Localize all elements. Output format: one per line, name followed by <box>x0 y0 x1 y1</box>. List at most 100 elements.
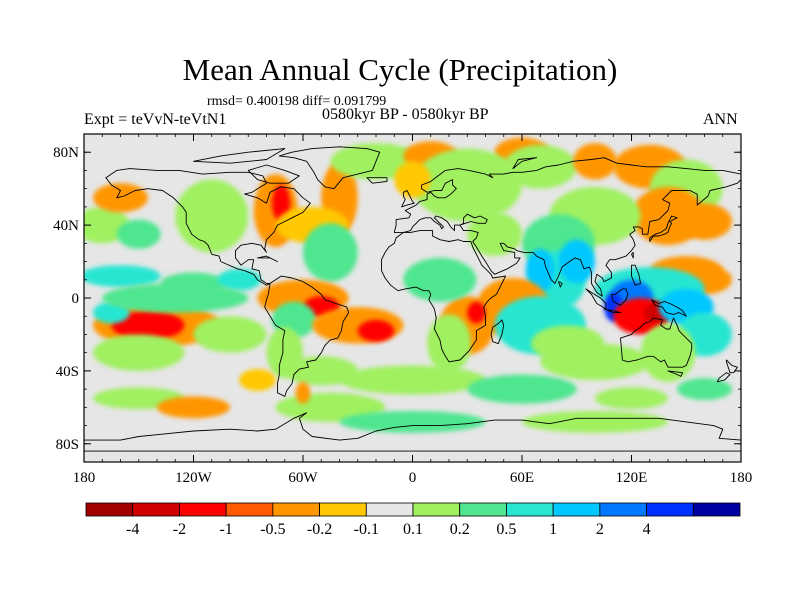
anomaly-patch <box>677 203 732 240</box>
anomaly-patch <box>271 185 291 222</box>
x-tick-label: 60E <box>510 470 534 486</box>
x-axis: 180 120W 60W 0 60E 120E 180 <box>73 134 753 486</box>
anomaly-patch <box>522 410 668 433</box>
coastline <box>603 308 621 314</box>
colorbar-label: -2 <box>173 521 186 538</box>
anomaly-patch <box>595 387 668 410</box>
colorbar-label: 4 <box>643 521 651 538</box>
colorbar-swatch <box>692 502 741 517</box>
anomaly-patch <box>525 248 555 293</box>
coastline <box>725 359 738 374</box>
anomaly-patch <box>467 301 486 324</box>
coastline <box>264 275 350 397</box>
colorbar-swatch <box>506 502 554 517</box>
colorbar-label: -0.5 <box>260 521 285 538</box>
coastline <box>84 412 741 452</box>
anomaly-patch <box>102 283 249 313</box>
anomaly-patch <box>540 343 650 380</box>
anomaly-field <box>84 137 732 433</box>
anomaly-patch <box>640 323 696 382</box>
coastline <box>256 255 278 263</box>
anomaly-patch <box>93 183 148 213</box>
anomaly-patch <box>573 143 617 180</box>
colorbar-swatch <box>132 502 180 517</box>
coastline <box>667 370 684 377</box>
x-tick-label: 120E <box>616 470 648 486</box>
colorbar-swatch <box>319 502 367 517</box>
y-tick-label: 80N <box>53 145 79 161</box>
coastline <box>105 168 311 286</box>
anomaly-patch <box>558 239 595 284</box>
coastline <box>278 146 381 190</box>
period-label: 0580kyr BP - 0580kyr BP <box>322 106 489 123</box>
colorbar-swatch <box>599 502 647 517</box>
anomaly-patch <box>503 144 577 189</box>
anomaly-patch <box>394 161 431 198</box>
anomaly-patch <box>357 319 395 342</box>
anomaly-patch <box>239 369 276 391</box>
anomaly-patch <box>93 334 185 371</box>
y-axis: 80N 40N 0 40S 80S <box>53 133 741 463</box>
colorbar-swatch <box>225 502 274 517</box>
anomaly-patch <box>677 378 732 401</box>
anomaly-patch <box>295 381 311 404</box>
colorbar-label: 0.1 <box>403 521 423 538</box>
coastline <box>247 164 300 184</box>
plot-title: Mean Annual Cycle (Precipitation) <box>182 52 618 87</box>
coastline <box>558 281 563 288</box>
y-tick-label: 80S <box>56 437 79 453</box>
coastline <box>366 177 388 184</box>
colorbar-swatch <box>459 502 507 517</box>
colorbar-label: 0.5 <box>496 521 516 538</box>
anomaly-patch <box>403 257 477 302</box>
anomaly-patch <box>412 148 522 222</box>
colorbar-swatch <box>179 502 227 517</box>
colorbar-label: 0.2 <box>450 521 470 538</box>
colorbar-label: -1 <box>219 521 232 538</box>
coastline <box>393 157 741 297</box>
y-tick-label: 40N <box>53 218 79 234</box>
colorbar-label: 1 <box>549 521 557 538</box>
x-tick-label: 180 <box>730 470 753 486</box>
colorbar-swatch <box>272 502 320 517</box>
anomaly-patch <box>157 396 230 419</box>
coastline <box>193 148 286 164</box>
coastline <box>649 215 678 242</box>
anomaly-patch <box>217 268 262 291</box>
x-tick-label: 0 <box>409 470 417 486</box>
coastline <box>381 230 507 363</box>
anomaly-patch <box>84 265 161 288</box>
colorbar-swatch <box>365 502 414 517</box>
colorbar-label: -0.2 <box>307 521 332 538</box>
x-tick-label: 120W <box>175 470 213 486</box>
anomaly-patch <box>339 365 486 395</box>
colorbar-label: -0.1 <box>354 521 379 538</box>
x-tick-label: 180 <box>73 470 96 486</box>
y-tick-label: 40S <box>56 364 79 380</box>
anomaly-patch <box>116 219 161 249</box>
stats-line: rmsd= 0.400198 diff= 0.091799 <box>207 94 387 109</box>
coastline <box>631 251 634 259</box>
coastlines <box>84 146 741 452</box>
colorbar-swatch <box>412 502 461 517</box>
colorbar-swatch <box>85 502 134 517</box>
season-label: ANN <box>703 111 738 128</box>
anomaly-patch <box>467 374 577 404</box>
coastline <box>512 157 538 170</box>
anomaly-patch <box>175 179 249 253</box>
colorbar-swatch <box>646 502 694 517</box>
coastline <box>651 299 687 317</box>
coastline <box>610 288 629 306</box>
coastline <box>490 319 505 345</box>
colorbar-label: 2 <box>596 521 604 538</box>
coastline <box>585 288 607 310</box>
x-tick-label: 60W <box>288 470 318 486</box>
colorbar: -4 -2 -1 -0.5 -0.2 -0.1 0.1 0.2 0.5 1 2 4 <box>85 502 741 538</box>
coastline <box>401 190 415 208</box>
colorbar-label: -4 <box>126 521 139 538</box>
anomaly-patch <box>111 310 185 340</box>
coastline <box>631 264 642 286</box>
anomaly-patch <box>284 356 358 386</box>
anomaly-patch <box>303 223 358 282</box>
coastline <box>716 372 731 383</box>
